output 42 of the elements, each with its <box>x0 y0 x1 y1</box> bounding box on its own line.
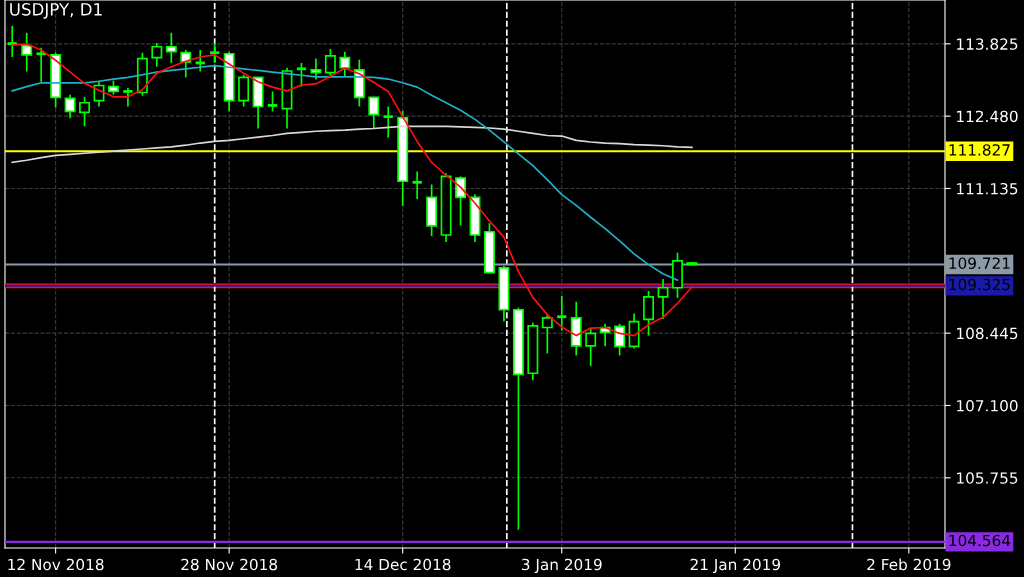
y-tick-label: 108.445 <box>957 327 1018 340</box>
candlestick <box>295 62 308 88</box>
candlestick <box>21 31 33 73</box>
line-series <box>11 125 693 164</box>
candlestick <box>64 93 76 120</box>
candlestick <box>455 175 467 227</box>
candlestick <box>266 90 279 113</box>
candlestick <box>541 313 553 355</box>
ref-line-label: 109.325 <box>949 278 1010 291</box>
ref-line-label: 104.564 <box>949 534 1011 547</box>
candlestick <box>79 95 91 128</box>
candlestick <box>165 31 177 64</box>
candlestick <box>151 42 163 68</box>
candlestick <box>121 86 134 108</box>
y-tick-label: 112.480 <box>957 110 1018 123</box>
candlestick <box>339 50 351 78</box>
candlestick <box>310 57 322 81</box>
candlestick <box>585 327 597 368</box>
x-tick-label: 12 Nov 2018 <box>8 558 104 571</box>
x-tick-label: 14 Dec 2018 <box>355 558 451 571</box>
x-tick-label: 3 Jan 2019 <box>522 558 602 574</box>
candlestick <box>208 42 221 64</box>
chart-title: USDJPY, D1 <box>10 3 102 19</box>
candlestick <box>382 105 395 139</box>
candlestick <box>238 73 250 108</box>
x-tick-label: 2 Feb 2019 <box>867 558 951 571</box>
candlestick <box>657 278 669 320</box>
candlestick <box>368 95 380 130</box>
ref-line-label: 111.827 <box>949 144 1010 156</box>
x-tick-label: 28 Nov 2018 <box>181 558 278 571</box>
candlestick <box>555 294 568 332</box>
y-tick-label: 111.135 <box>957 182 1018 195</box>
ref-line-label: 109.721 <box>949 257 1010 269</box>
y-tick-label: 105.755 <box>957 472 1018 484</box>
candlestick <box>180 49 192 79</box>
candlestick <box>324 48 336 78</box>
x-tick-label: 21 Jan 2019 <box>690 558 781 574</box>
candlestick <box>643 290 655 337</box>
candlestick <box>614 322 626 357</box>
candlestick <box>411 170 424 200</box>
y-tick-label: 107.100 <box>957 399 1018 412</box>
y-tick-label: 113.825 <box>957 38 1018 50</box>
